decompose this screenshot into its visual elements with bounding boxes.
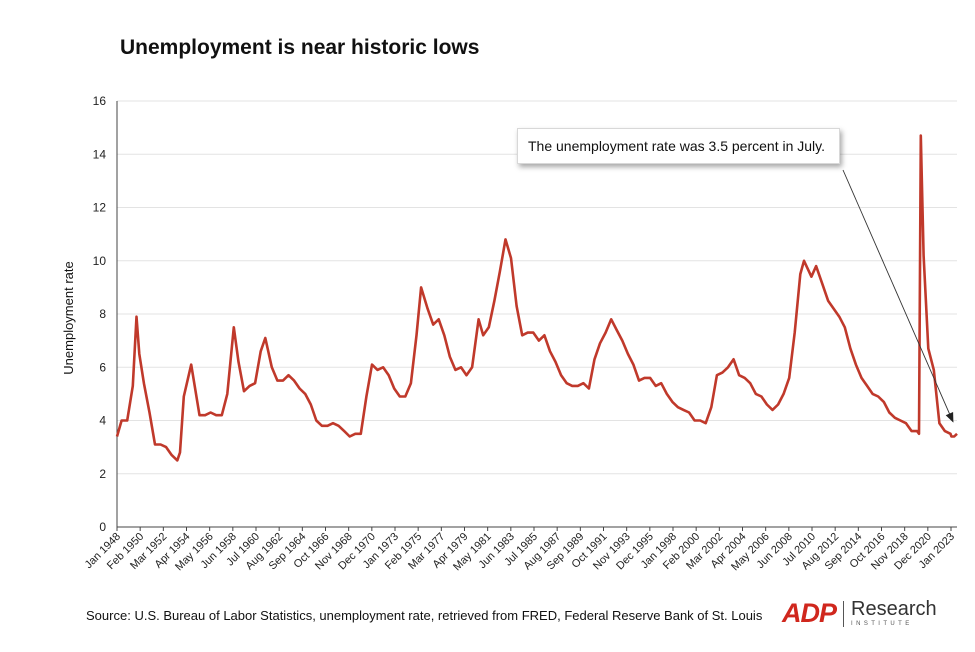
y-tick-labels: 0 2 4 6 8 10 12 14 16	[93, 94, 107, 534]
y-tick-label: 14	[93, 147, 107, 161]
logo-word: Research	[851, 598, 937, 620]
series-layer	[115, 134, 958, 462]
annotation-arrowhead-icon	[945, 412, 954, 423]
y-tick-label: 6	[99, 360, 106, 374]
y-tick-label: 2	[99, 467, 106, 481]
adp-research-logo: ADP Research INSTITUTE	[782, 598, 937, 632]
logo-divider	[843, 601, 845, 627]
y-tick-label: 8	[99, 307, 106, 321]
annotation-callout: The unemployment rate was 3.5 percent in…	[517, 128, 841, 164]
y-tick-label: 0	[99, 520, 106, 534]
axes	[116, 101, 957, 531]
y-tick-label: 10	[93, 254, 107, 268]
source-label: Source:	[86, 608, 131, 623]
y-axis-label: Unemployment rate	[61, 261, 76, 374]
series-line-unemployment-rate	[115, 134, 958, 462]
annotation-arrow	[842, 169, 954, 422]
adp-logo-mark: ADP	[782, 598, 837, 628]
y-tick-label: 4	[99, 414, 106, 428]
logo-sub: INSTITUTE	[851, 621, 913, 627]
y-tick-label: 16	[93, 94, 107, 108]
logo-text: Research INSTITUTE	[851, 598, 937, 628]
chart-title: Unemployment is near historic lows	[120, 36, 480, 59]
source-note: Source: U.S. Bureau of Labor Statistics,…	[86, 608, 762, 623]
source-text: U.S. Bureau of Labor Statistics, unemplo…	[134, 608, 763, 623]
y-tick-label: 12	[93, 201, 107, 215]
